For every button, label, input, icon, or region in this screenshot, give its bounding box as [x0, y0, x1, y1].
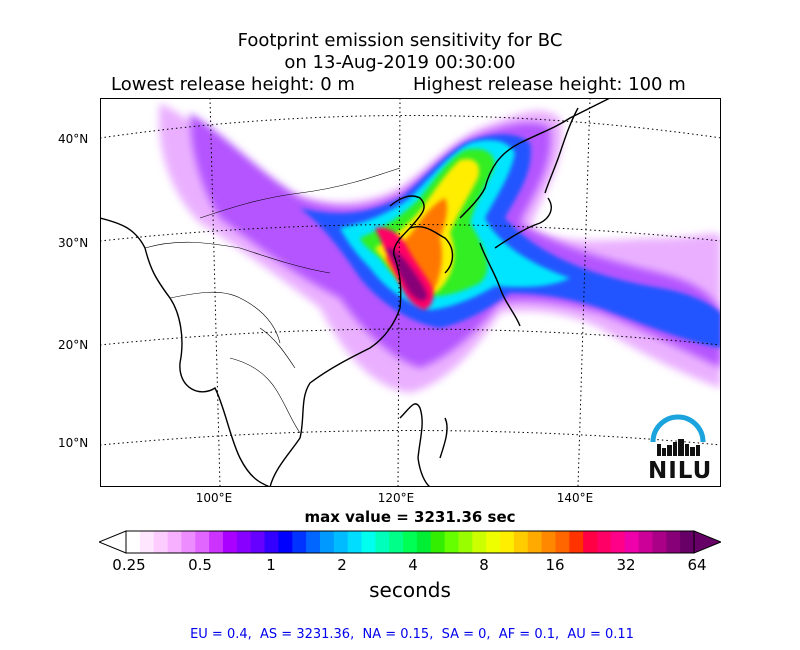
nilu-logo: [643, 414, 713, 484]
colorbar-tick-label: 1: [266, 556, 276, 574]
lowest-release-height: Lowest release height: 0 m: [111, 74, 355, 95]
colorbar-bin: [610, 531, 626, 553]
colorbar-bin: [139, 531, 155, 553]
colorbar-bin: [153, 531, 169, 553]
colorbar-bin: [264, 531, 279, 553]
colorbar-bin: [458, 531, 473, 553]
highest-release-height: Highest release height: 100 m: [413, 74, 686, 95]
title-line-2: on 13-Aug-2019 00:30:00: [284, 52, 516, 73]
colorbar-bin: [472, 531, 487, 553]
colorbar-bin: [292, 531, 307, 553]
colorbar-frame: [125, 530, 695, 554]
colorbar-bin: [680, 531, 695, 553]
colorbar-bin: [236, 531, 252, 553]
colorbar-bin: [513, 531, 529, 553]
title-line-1: Footprint emission sensitivity for BC: [237, 30, 563, 51]
lon-label-120: 120°E: [377, 491, 415, 505]
region-summary: EU = 0.4, AS = 3231.36, NA = 0.15, SA = …: [190, 627, 634, 642]
colorbar-bin: [403, 531, 418, 553]
colorbar-tick-label: 4: [408, 556, 418, 574]
colorbar-bin: [430, 531, 446, 553]
lon-label-140: 140°E: [556, 491, 594, 505]
colorbar-bin: [583, 531, 598, 553]
footprint-map: [100, 98, 721, 487]
lat-label-10: 10°N: [58, 436, 89, 450]
colorbar: [97, 530, 723, 554]
country-borders: [144, 167, 401, 434]
lon-label-100: 100°E: [195, 491, 233, 505]
colorbar-bin: [361, 531, 376, 553]
colorbar-bin: [209, 531, 224, 553]
colorbar-tick-label: 8: [479, 556, 489, 574]
colorbar-tick-label: 0.5: [188, 556, 212, 574]
colorbar-tick-label: 0.25: [112, 556, 146, 574]
colorbar-tick-label: 2: [337, 556, 347, 574]
colorbar-bin: [167, 531, 182, 553]
colorbar-bin: [250, 531, 266, 553]
colorbar-extend-high: [693, 530, 723, 554]
coastlines: [100, 98, 611, 487]
colorbar-bin: [319, 531, 335, 553]
colorbar-bin: [333, 531, 349, 553]
colorbar-bin: [597, 531, 612, 553]
colorbar-bin: [278, 531, 293, 553]
colorbar-bin: [444, 531, 459, 553]
lat-label-20: 20°N: [58, 338, 89, 352]
colorbar-bin: [541, 531, 556, 553]
colorbar-extend-low: [97, 530, 127, 554]
colorbar-bin: [347, 531, 363, 553]
lat-label-40: 40°N: [58, 132, 89, 146]
max-value-label: max value = 3231.36 sec: [304, 508, 516, 526]
lat-label-30: 30°N: [58, 236, 89, 250]
colorbar-bin: [416, 531, 432, 553]
map-frame: [100, 98, 721, 487]
colorbar-bin: [389, 531, 404, 553]
graticule: [100, 98, 721, 487]
colorbar-bin: [375, 531, 390, 553]
colorbar-bin: [569, 531, 584, 553]
colorbar-bin: [624, 531, 640, 553]
colorbar-bin: [555, 531, 570, 553]
colorbar-bin: [195, 531, 210, 553]
colorbar-bin: [500, 531, 515, 553]
nilu-logo-text: NILU: [648, 458, 713, 484]
colorbar-bin: [666, 531, 681, 553]
colorbar-bin: [486, 531, 501, 553]
colorbar-tick-label: 32: [616, 556, 636, 574]
colorbar-tick-label: 64: [687, 556, 707, 574]
colorbar-bin: [181, 531, 196, 553]
colorbar-bin: [638, 531, 653, 553]
colorbar-label: seconds: [369, 578, 451, 602]
colorbar-bin: [652, 531, 667, 553]
colorbar-bin: [306, 531, 321, 553]
colorbar-bin: [222, 531, 238, 553]
colorbar-bin: [527, 531, 543, 553]
colorbar-bin: [126, 531, 141, 553]
colorbar-tick-label: 16: [545, 556, 565, 574]
